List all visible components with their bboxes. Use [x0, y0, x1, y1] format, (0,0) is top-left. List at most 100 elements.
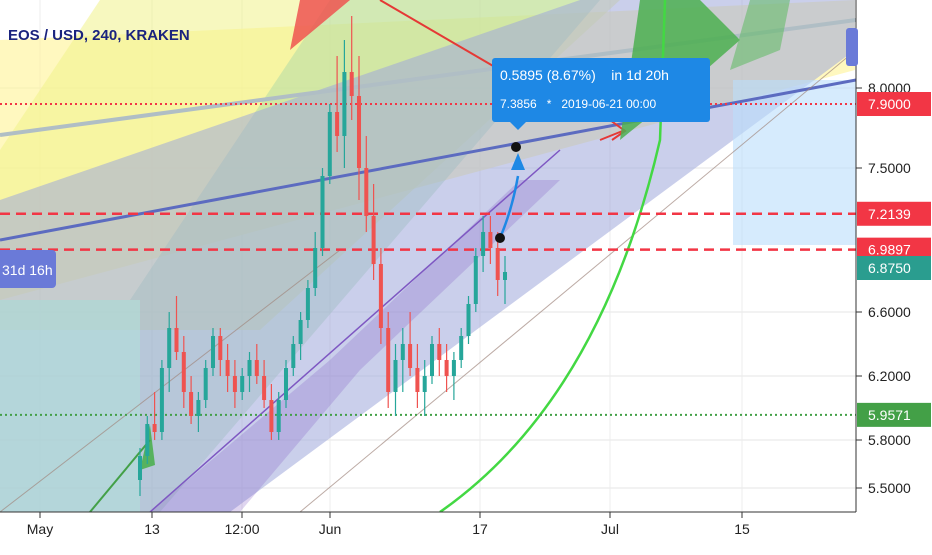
candle [378, 248, 383, 344]
candle [364, 136, 369, 232]
x-tick-label: Jun [319, 521, 342, 537]
candle [232, 360, 237, 408]
candle [502, 256, 508, 304]
teal-block [0, 300, 140, 512]
projection-start-dot [495, 233, 505, 243]
red-line-1 [379, 0, 501, 71]
candle [466, 296, 471, 344]
candle [437, 328, 442, 376]
candle [371, 184, 376, 280]
chart-title: EOS / USD, 240, KRAKEN [8, 27, 190, 44]
time-scale: May 13 12:00 Jun 17 Jul 15 [0, 511, 932, 550]
projection-arrow [495, 142, 525, 243]
candle [342, 40, 347, 168]
candles [137, 16, 508, 496]
y-tick-label: 6.6000 [868, 304, 911, 320]
annotation-box: 0.5895 (8.67%) in 1d 20h 7.3856 * 2019-0… [492, 58, 710, 130]
price-label-text: 5.9571 [868, 407, 911, 423]
candle [291, 336, 296, 376]
red-triangle [290, 0, 350, 50]
candle [400, 328, 405, 392]
candle [429, 336, 435, 384]
candle [210, 328, 216, 376]
candle [320, 168, 325, 256]
candle [313, 232, 318, 296]
x-tick-label: Jul [601, 521, 619, 537]
channel-line-2 [299, 49, 856, 512]
left-badge: 31d 16h [0, 250, 56, 288]
candle [218, 328, 223, 376]
price-label: 7.2139 [857, 201, 931, 226]
candle [269, 384, 274, 440]
y-tick-label: 5.8000 [868, 432, 911, 448]
candle [262, 360, 267, 408]
candle [349, 16, 354, 120]
y-tick-label: 5.5000 [868, 480, 911, 496]
candle [473, 248, 478, 312]
channel-line-3 [0, 249, 341, 512]
channel-line-1 [149, 149, 561, 512]
blue-channel [0, 0, 855, 512]
x-tick-label: 12:00 [224, 521, 259, 537]
candle [225, 344, 230, 392]
candle [335, 56, 340, 152]
projection-end-dot [511, 142, 521, 152]
projection-path [498, 175, 520, 239]
candle [451, 352, 456, 400]
price-label-text: 7.9000 [868, 96, 911, 112]
red-arrow-line [599, 129, 626, 141]
price-label-text: 6.8750 [868, 260, 911, 276]
y-tick-label: 7.5000 [868, 160, 911, 176]
candle [145, 416, 150, 464]
candle [327, 104, 332, 184]
y-tick-label: 6.2000 [868, 368, 911, 384]
price-label: 6.8750 [857, 256, 931, 280]
candle [393, 344, 398, 416]
scale-handle[interactable] [846, 28, 858, 66]
candle [283, 360, 289, 408]
candle [276, 392, 281, 440]
price-label: 5.9571 [857, 402, 931, 427]
annotation-line2: 7.3856 * 2019-06-21 00:00 [500, 97, 656, 111]
annotation-line1: 0.5895 (8.67%) in 1d 20h [500, 67, 669, 83]
candle [174, 296, 179, 360]
x-tick-label: 13 [144, 521, 160, 537]
candle [408, 312, 413, 376]
candle [196, 392, 201, 432]
candle [247, 352, 252, 392]
candle [298, 312, 303, 360]
x-tick-label: May [27, 521, 53, 537]
price-label: 7.9000 [857, 92, 931, 116]
candle [189, 376, 194, 424]
green-right-shape [730, 0, 790, 70]
candle [422, 360, 427, 416]
candle [254, 344, 259, 384]
green-arc [439, 0, 667, 512]
candle [167, 312, 172, 392]
projection-box [733, 80, 856, 245]
x-tick-label: 17 [472, 521, 488, 537]
candle [137, 448, 143, 496]
candle [203, 360, 208, 408]
trend-line-blue [0, 78, 856, 242]
candle [181, 336, 186, 408]
left-badge-text: 31d 16h [2, 262, 53, 278]
candle [386, 312, 391, 408]
price-label-text: 7.2139 [868, 206, 911, 222]
candle [459, 328, 464, 368]
drawings [0, 0, 856, 512]
candle [495, 232, 500, 296]
candle [152, 392, 157, 440]
price-label-text: 6.9897 [868, 242, 911, 258]
candle [488, 216, 493, 264]
candle [356, 56, 362, 200]
candle [415, 344, 420, 408]
purple-channel [150, 180, 560, 512]
projection-arrowhead [511, 153, 525, 170]
candle [159, 360, 164, 440]
candle [305, 280, 310, 328]
candle [444, 344, 449, 392]
